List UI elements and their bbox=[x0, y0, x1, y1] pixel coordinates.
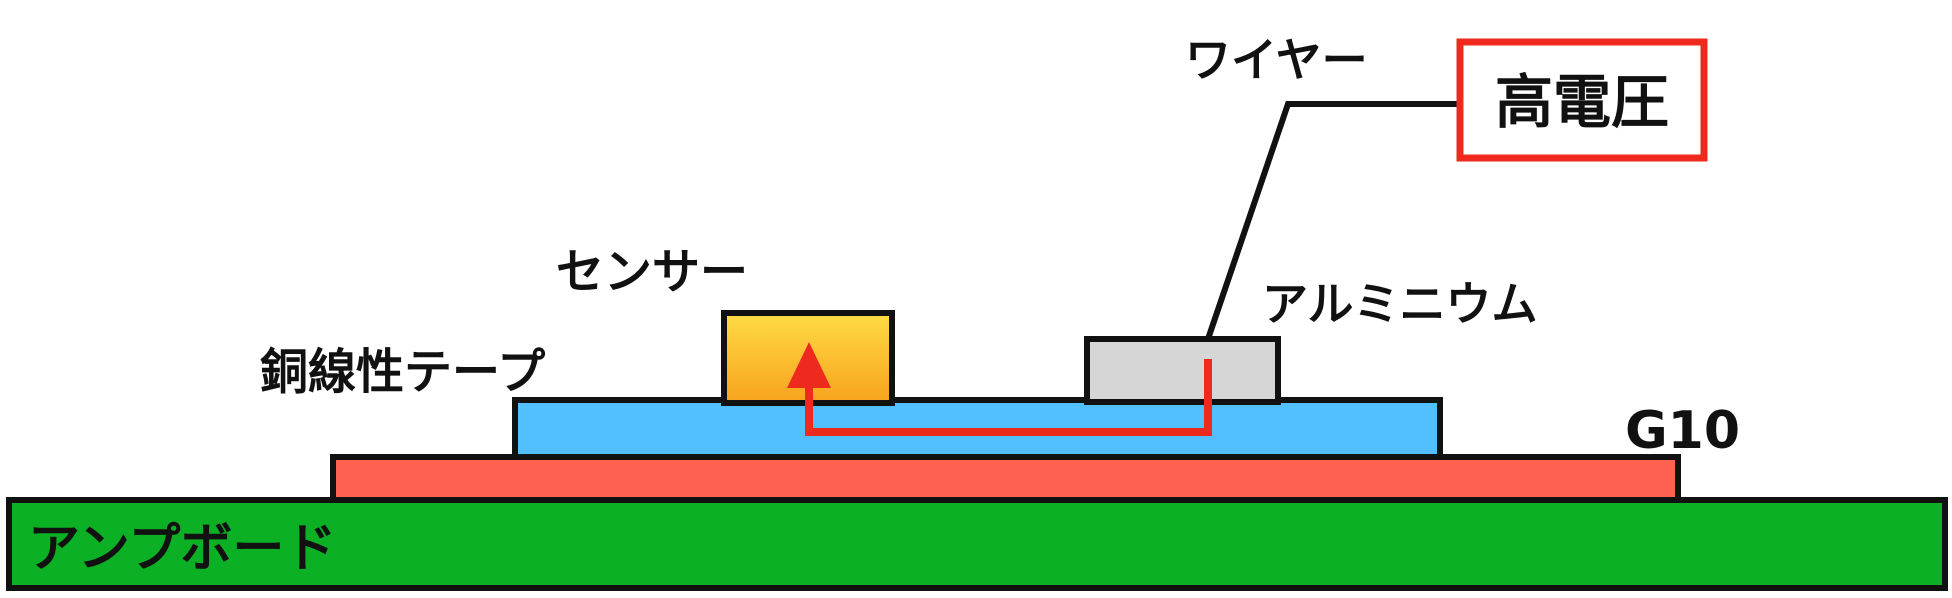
wire-label: ワイヤー bbox=[1185, 33, 1368, 87]
amp-board bbox=[6, 497, 1948, 591]
current-path bbox=[805, 359, 1212, 436]
sensor-label: センサー bbox=[556, 244, 748, 300]
high-voltage-box bbox=[1456, 38, 1708, 162]
g10-label: G10 bbox=[1625, 401, 1740, 461]
wire bbox=[1205, 101, 1460, 340]
copper-tape-label: 銅線性テープ bbox=[260, 344, 545, 400]
aluminium-block bbox=[1084, 336, 1281, 405]
aluminium-label: アルミニウム bbox=[1262, 277, 1538, 331]
arrow-up-icon bbox=[787, 342, 831, 388]
amp-board-label: アンプボード bbox=[28, 519, 336, 579]
copper-tape-layer bbox=[330, 454, 1681, 503]
high-voltage-label: 高電圧 bbox=[1495, 68, 1669, 136]
